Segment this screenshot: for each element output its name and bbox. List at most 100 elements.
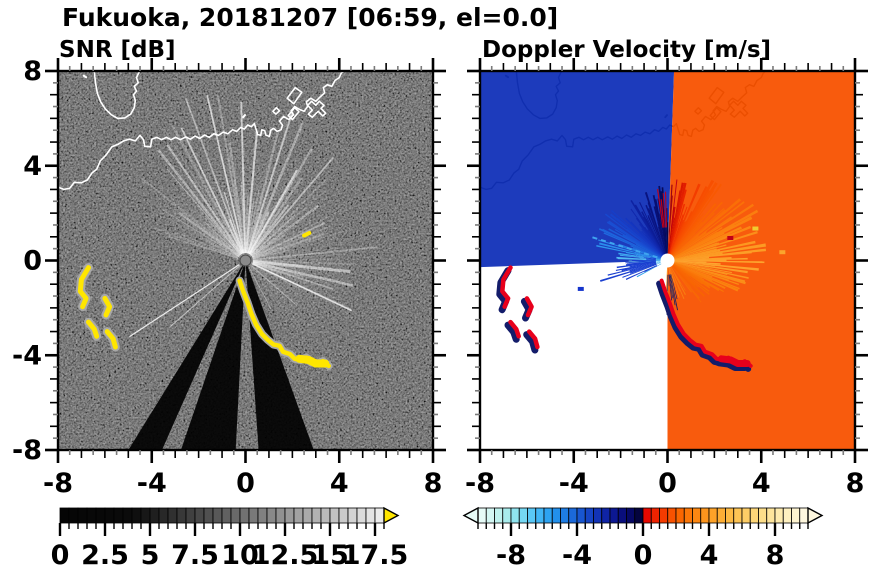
beam-streak: [163, 128, 242, 255]
snr-colorbar-label: 2.5: [81, 540, 129, 570]
radar-spike: [668, 206, 676, 254]
snr-colorbar-label: 5: [141, 540, 160, 570]
echo-dash: [302, 231, 312, 238]
beam-streak: [248, 177, 303, 255]
radar-spike: [671, 189, 715, 255]
beam-streak: [245, 131, 258, 254]
snr-colorbar-block: [194, 507, 205, 524]
radar-spike: [643, 257, 656, 260]
vel-colorbar-block: [741, 507, 751, 524]
vel-colorbar-label: -4: [562, 540, 592, 570]
snr-colorbar-block: [68, 507, 79, 524]
vel-colorbar-block: [733, 507, 743, 524]
vel-colorbar-block: [543, 507, 553, 524]
radar-spike: [650, 257, 656, 259]
beam-streak-long: [252, 260, 354, 287]
vel-colorbar-block: [634, 507, 644, 524]
beam-streak: [249, 204, 289, 256]
radar-spike: [646, 259, 656, 261]
radar-spike: [670, 211, 693, 255]
radar-spike: [635, 217, 664, 255]
radar-spike: [674, 262, 739, 285]
radar-spike: [671, 265, 700, 299]
x-tick-label: -4: [137, 468, 167, 499]
beam-streak: [251, 244, 271, 258]
snr-colorbar-block: [95, 507, 106, 524]
doppler-panel: [478, 69, 857, 452]
vel-colorbar-block: [642, 507, 652, 524]
vel-colorbar-block: [700, 507, 710, 524]
radar-spike: [673, 264, 691, 277]
y-tick-label: 0: [23, 246, 42, 277]
radar-spike: [673, 223, 735, 258]
vel-overflow-arrow: [807, 506, 824, 525]
snr-colorbar-label: 10: [221, 540, 259, 570]
snr-colorbar-block: [266, 507, 277, 524]
radar-spike: [600, 263, 657, 282]
radar-spike: [630, 245, 661, 258]
harbor-pier: [287, 106, 300, 121]
snr-colorbar-block: [86, 507, 97, 524]
stray-echo-dot: [779, 250, 786, 255]
beam-streak: [247, 122, 304, 254]
vel-colorbar-block: [609, 507, 619, 524]
snr-colorbar-block: [320, 507, 331, 524]
vel-colorbar-label: 0: [634, 540, 653, 570]
radar-spike: [673, 232, 707, 257]
beam-streak: [252, 259, 357, 266]
beam-streak: [252, 232, 325, 260]
radar-spike: [671, 183, 722, 255]
vel-colorbar-label: 4: [700, 540, 719, 570]
snr-colorbar-label: 7.5: [171, 540, 219, 570]
beam-streak: [250, 189, 327, 257]
radar-spike: [673, 226, 742, 258]
snr-colorbar-block: [122, 507, 133, 524]
radar-spike: [658, 185, 667, 254]
radar-spike: [626, 228, 662, 257]
radar-spike: [670, 205, 692, 254]
radar-spike: [639, 202, 665, 255]
snr-colorbar-block: [329, 507, 340, 524]
beam-streak: [246, 132, 279, 254]
vel-colorbar-block: [560, 507, 570, 524]
beam-streak: [228, 218, 244, 254]
harbor-pier: [272, 106, 281, 115]
vel-colorbar-block: [593, 507, 603, 524]
shadow-wedge: [128, 260, 246, 450]
snr-colorbar-block: [365, 507, 376, 524]
snr-colorbar-block: [302, 507, 313, 524]
beam-streak-long: [250, 265, 298, 307]
y-tick-label: -4: [12, 340, 42, 371]
radar-spike: [669, 274, 673, 299]
radar-spike: [670, 221, 686, 255]
beam-streak: [204, 221, 241, 256]
radar-spike: [673, 263, 724, 292]
radar-spike: [670, 267, 680, 292]
radar-spike: [660, 199, 665, 228]
radar-spike: [625, 261, 656, 266]
radar-spike: [607, 263, 657, 276]
radar-spike: [668, 274, 670, 287]
radar-spike: [669, 214, 684, 254]
snr-colorbar-label: 12.5: [252, 540, 319, 570]
vel-colorbar-label: -8: [496, 540, 526, 570]
radar-spike: [639, 223, 664, 255]
radar-spike: [669, 267, 676, 285]
radar-spike: [645, 234, 663, 256]
radar-spike: [672, 208, 725, 256]
radar-spike: [616, 261, 656, 269]
vel-colorbar-block: [692, 507, 702, 524]
radar-spike: [653, 206, 666, 254]
radar-spike: [673, 232, 725, 258]
radar-spike: [674, 242, 720, 259]
stray-echo-dot: [752, 226, 759, 231]
radar-spike: [674, 231, 758, 259]
vel-colorbar-block: [601, 507, 611, 524]
radar-spike: [674, 262, 713, 278]
radar-site-marker: [239, 254, 252, 267]
radar-spike: [638, 260, 656, 262]
radar-spike: [672, 201, 723, 256]
beam-streak: [252, 253, 349, 261]
radar-spike: [672, 264, 710, 295]
